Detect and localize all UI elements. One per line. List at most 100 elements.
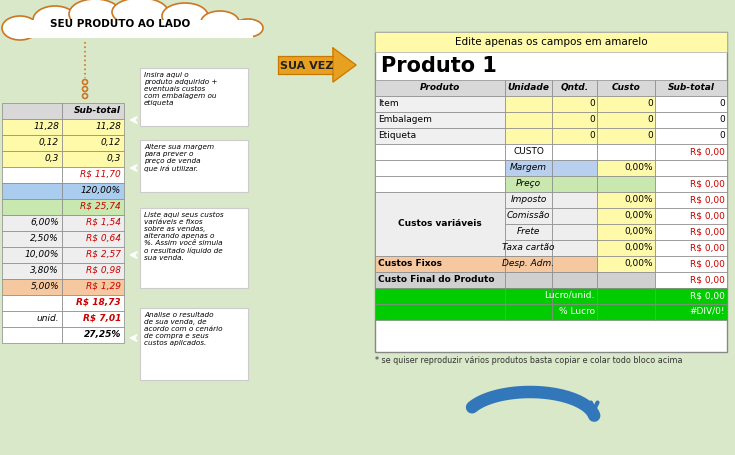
Ellipse shape bbox=[33, 6, 77, 34]
Bar bbox=[505, 144, 552, 160]
Bar bbox=[505, 96, 552, 112]
Bar bbox=[552, 208, 597, 224]
Text: R$ 0,00: R$ 0,00 bbox=[690, 259, 725, 268]
Text: 10,00%: 10,00% bbox=[25, 250, 59, 259]
Bar bbox=[62, 151, 124, 167]
Bar bbox=[552, 192, 597, 208]
Text: 3,80%: 3,80% bbox=[30, 266, 59, 275]
Bar bbox=[597, 128, 655, 144]
Bar bbox=[505, 224, 552, 240]
Bar bbox=[62, 103, 124, 119]
Bar bbox=[655, 304, 727, 320]
Bar bbox=[505, 112, 552, 128]
Text: Frete: Frete bbox=[517, 227, 540, 236]
Text: Custo: Custo bbox=[612, 83, 640, 92]
Text: 0,00%: 0,00% bbox=[624, 195, 653, 204]
Bar bbox=[505, 240, 552, 256]
Bar bbox=[552, 128, 597, 144]
Bar bbox=[552, 288, 597, 304]
Text: Preço: Preço bbox=[516, 179, 541, 188]
Bar bbox=[552, 224, 597, 240]
Bar bbox=[655, 144, 727, 160]
Text: R$ 0,00: R$ 0,00 bbox=[690, 291, 725, 300]
Bar bbox=[597, 304, 655, 320]
Bar bbox=[597, 240, 655, 256]
Bar bbox=[375, 256, 505, 272]
Bar bbox=[2, 151, 62, 167]
Ellipse shape bbox=[112, 0, 168, 26]
Text: 11,28: 11,28 bbox=[33, 122, 59, 131]
Bar bbox=[597, 96, 655, 112]
Bar bbox=[2, 231, 62, 247]
Bar bbox=[505, 160, 552, 176]
Text: Taxa cartão: Taxa cartão bbox=[502, 243, 555, 252]
Bar bbox=[2, 167, 62, 183]
Bar bbox=[2, 295, 62, 311]
Text: 6,00%: 6,00% bbox=[30, 218, 59, 227]
Text: 0,00%: 0,00% bbox=[624, 163, 653, 172]
Text: 120,00%: 120,00% bbox=[81, 186, 121, 195]
Text: R$ 0,98: R$ 0,98 bbox=[86, 266, 121, 275]
Text: Analise o resultado
de sua venda, de
acordo com o cenário
de compra e seus
custo: Analise o resultado de sua venda, de aco… bbox=[144, 312, 223, 346]
Bar bbox=[552, 256, 597, 272]
Text: 0,3: 0,3 bbox=[45, 154, 59, 163]
Bar bbox=[597, 288, 655, 304]
Bar bbox=[2, 183, 62, 199]
Text: R$ 18,73: R$ 18,73 bbox=[76, 298, 121, 307]
Text: Margem: Margem bbox=[510, 163, 547, 172]
Bar bbox=[375, 80, 505, 96]
Bar bbox=[375, 288, 505, 304]
Text: Produto 1: Produto 1 bbox=[381, 56, 497, 76]
Text: SUA VEZ: SUA VEZ bbox=[280, 61, 334, 71]
Bar bbox=[655, 80, 727, 96]
Text: Embalagem: Embalagem bbox=[378, 115, 432, 124]
Bar bbox=[375, 192, 505, 256]
Bar bbox=[597, 224, 655, 240]
Bar bbox=[655, 128, 727, 144]
Text: 0: 0 bbox=[720, 131, 725, 140]
Text: 27,25%: 27,25% bbox=[84, 330, 121, 339]
Text: 0,12: 0,12 bbox=[39, 138, 59, 147]
Bar bbox=[62, 295, 124, 311]
Ellipse shape bbox=[233, 19, 263, 37]
Bar bbox=[278, 56, 333, 74]
Bar bbox=[375, 160, 505, 176]
Bar bbox=[597, 192, 655, 208]
Bar bbox=[655, 272, 727, 288]
Text: Liste aqui seus custos
variáveis e fixos
sobre as vendas,
alterando apenas o
%. : Liste aqui seus custos variáveis e fixos… bbox=[144, 212, 223, 261]
Bar bbox=[505, 128, 552, 144]
Bar bbox=[62, 183, 124, 199]
Text: 0: 0 bbox=[589, 115, 595, 124]
Bar bbox=[375, 32, 727, 52]
Text: unid.: unid. bbox=[36, 314, 59, 323]
Text: R$ 0,00: R$ 0,00 bbox=[690, 243, 725, 252]
Text: Custos Fixos: Custos Fixos bbox=[378, 259, 442, 268]
Bar bbox=[597, 80, 655, 96]
Bar bbox=[597, 112, 655, 128]
Text: 0,12: 0,12 bbox=[101, 138, 121, 147]
Polygon shape bbox=[333, 48, 356, 82]
Bar bbox=[62, 279, 124, 295]
Bar bbox=[552, 80, 597, 96]
Bar bbox=[2, 327, 62, 343]
Text: 0: 0 bbox=[648, 99, 653, 108]
Ellipse shape bbox=[2, 16, 38, 40]
Text: R$ 11,70: R$ 11,70 bbox=[80, 170, 121, 179]
Text: 0: 0 bbox=[648, 115, 653, 124]
Text: Sub-total: Sub-total bbox=[667, 83, 714, 92]
Bar bbox=[62, 263, 124, 279]
Text: 2,50%: 2,50% bbox=[30, 234, 59, 243]
Bar bbox=[375, 112, 505, 128]
Text: Etiqueta: Etiqueta bbox=[378, 131, 416, 140]
Bar bbox=[375, 176, 505, 192]
Bar bbox=[655, 224, 727, 240]
Bar bbox=[655, 208, 727, 224]
Bar bbox=[655, 176, 727, 192]
Bar bbox=[375, 128, 505, 144]
Text: R$ 2,57: R$ 2,57 bbox=[86, 250, 121, 259]
Bar bbox=[62, 167, 124, 183]
Bar bbox=[505, 272, 552, 288]
Text: 0: 0 bbox=[720, 99, 725, 108]
Bar bbox=[140, 140, 248, 192]
Bar bbox=[597, 160, 655, 176]
